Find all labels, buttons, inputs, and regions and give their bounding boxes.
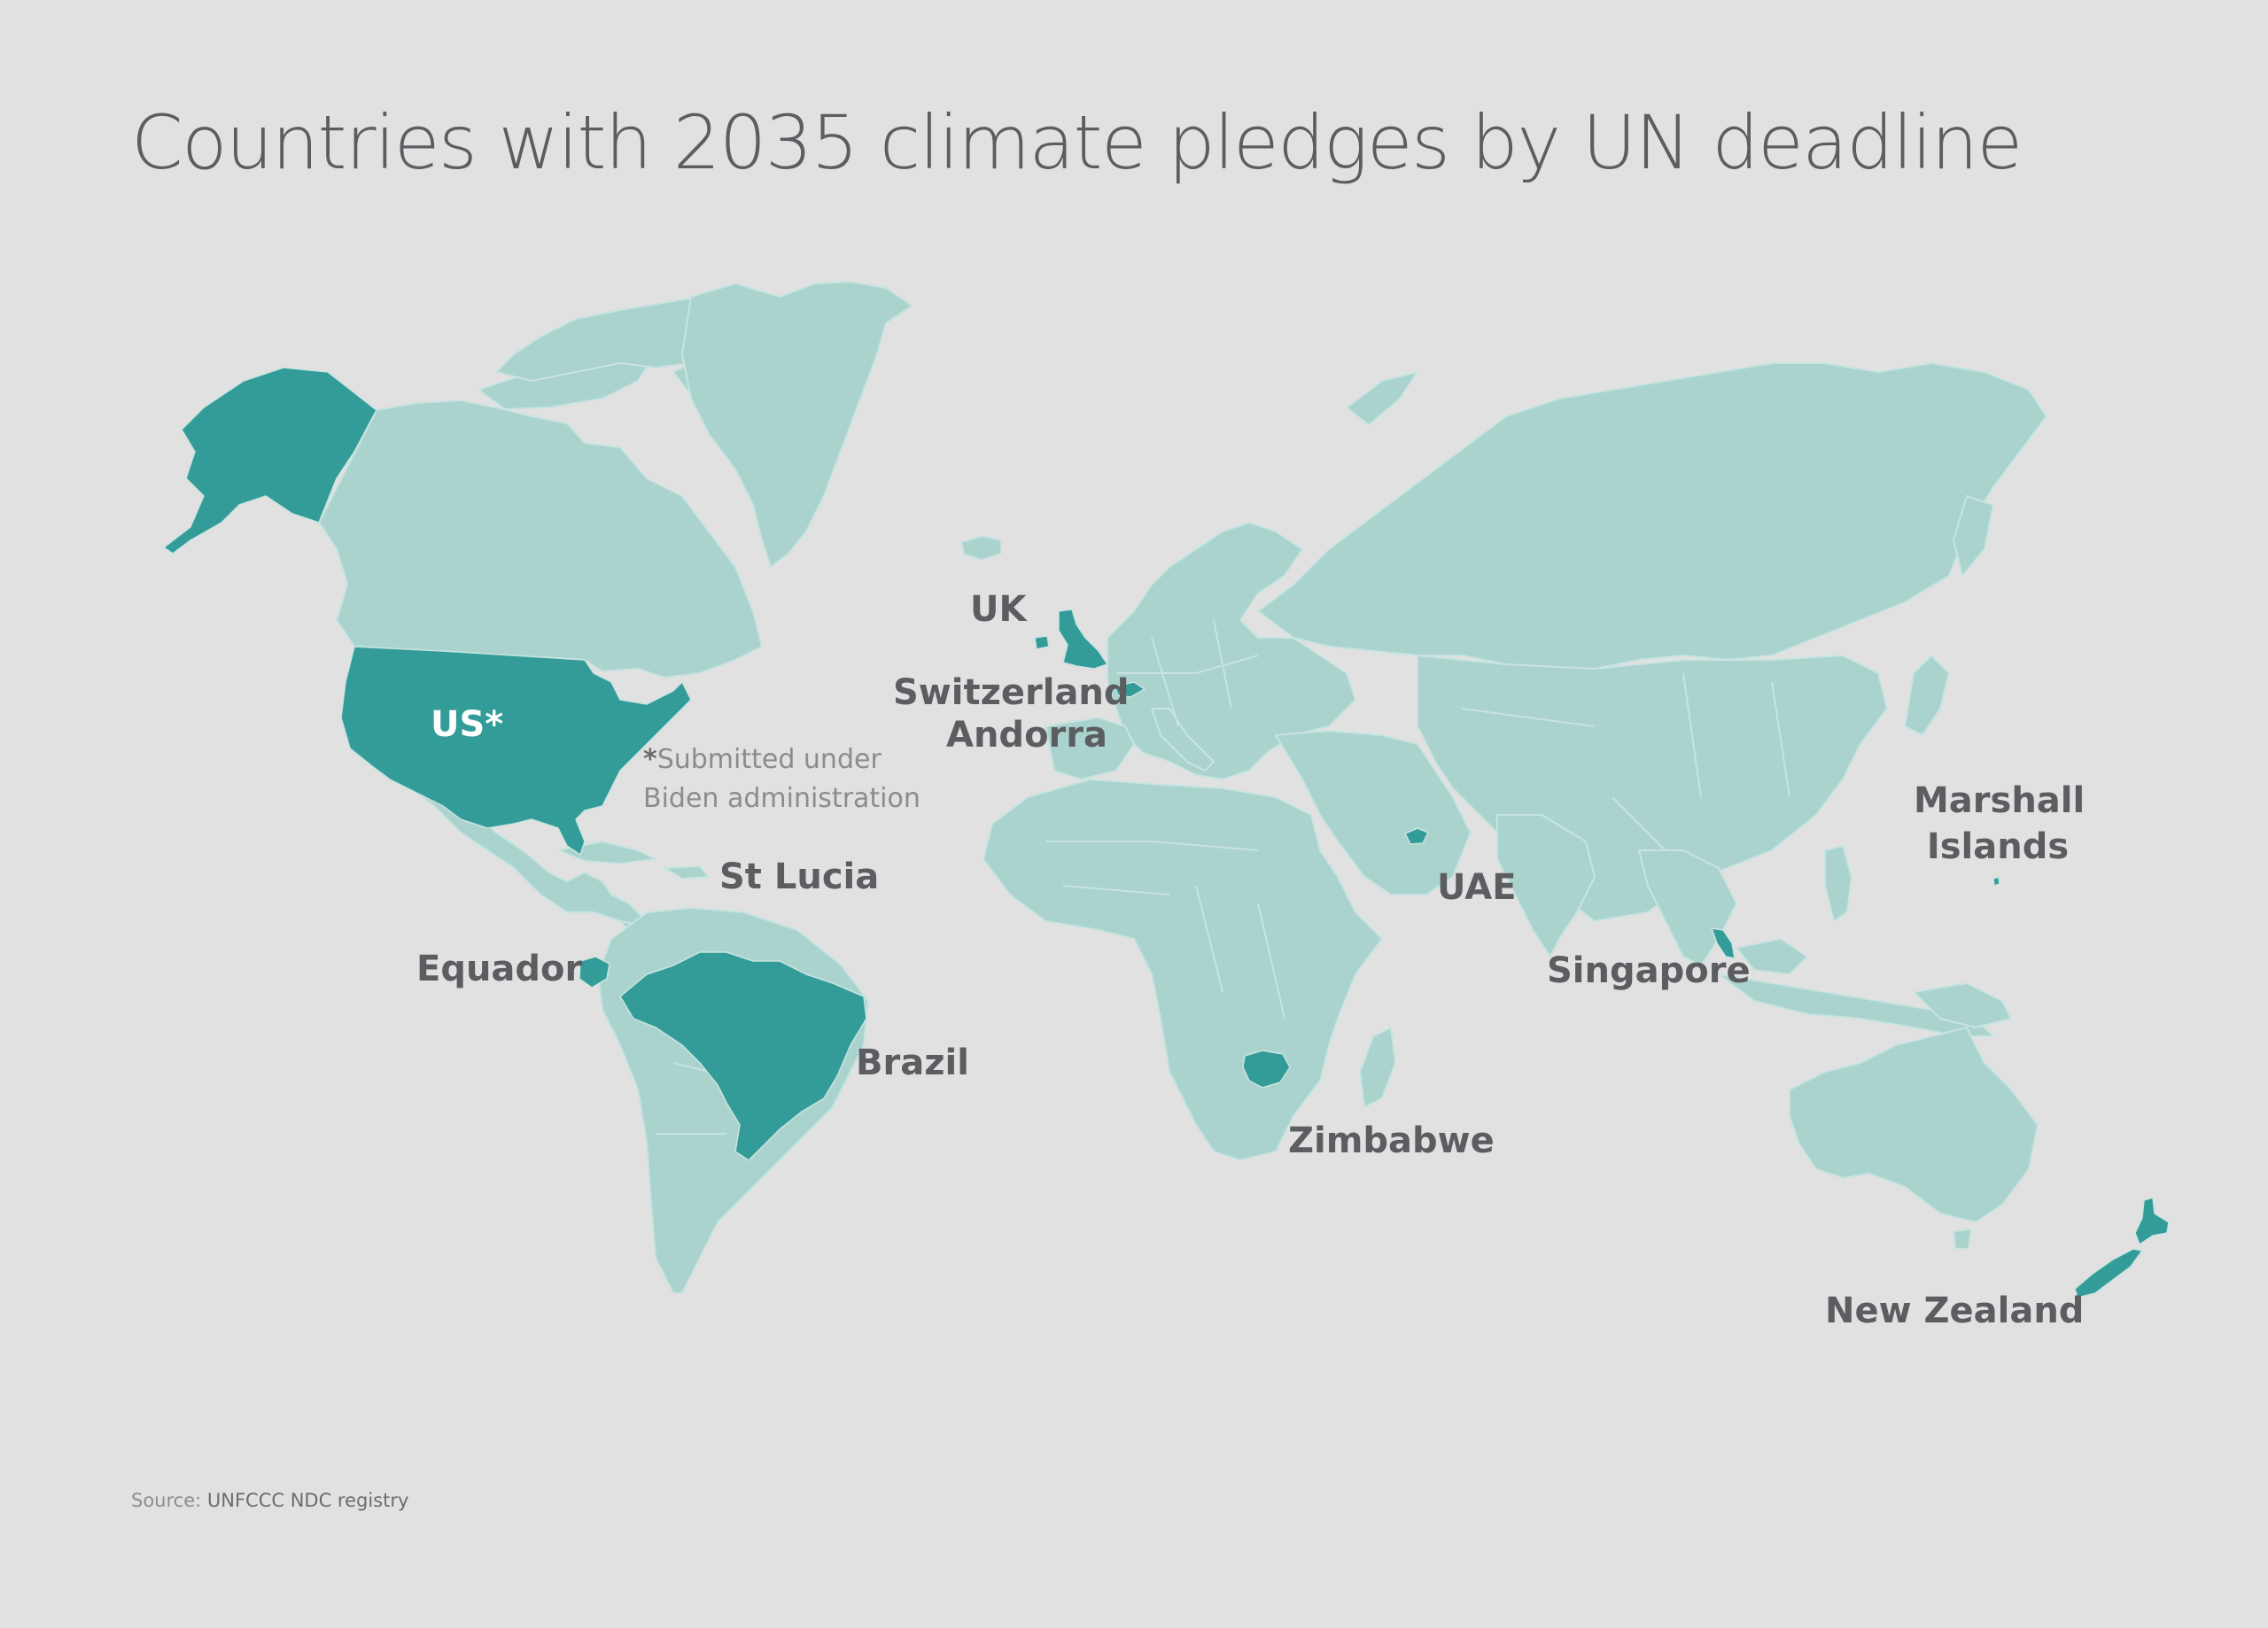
footnote-line2: Biden administration xyxy=(643,783,920,814)
land-australia xyxy=(1789,1027,2039,1223)
pledged-countries xyxy=(163,367,2170,1299)
land-canada xyxy=(318,399,763,678)
source-prefix: Source: xyxy=(131,1490,202,1511)
label-st-lucia: St Lucia xyxy=(719,857,880,897)
label-marshall-islands: Marshall Islands xyxy=(1914,778,2085,870)
land-greenland xyxy=(681,281,913,568)
country-new-zealand-north xyxy=(2134,1197,2170,1245)
land-new-guinea xyxy=(1913,982,2012,1028)
footnote: *Submitted under Biden administration xyxy=(643,740,920,818)
land-india xyxy=(1496,814,1596,957)
country-uae xyxy=(1404,827,1429,845)
country-marshall-islands xyxy=(1992,876,2000,887)
footnote-asterisk: * xyxy=(643,744,657,775)
label-marshall-line1: Marshall xyxy=(1914,780,2085,821)
country-switzerland xyxy=(1114,681,1146,698)
country-uk-ni xyxy=(1034,635,1050,650)
land-italy xyxy=(1151,708,1215,771)
country-equador xyxy=(579,956,610,988)
land-middle-east xyxy=(1275,730,1472,895)
source-note: Source: UNFCCC NDC registry xyxy=(131,1490,408,1511)
country-brazil xyxy=(619,951,867,1161)
country-us-alaska xyxy=(163,367,377,554)
land-philippines xyxy=(1824,845,1852,922)
land-caribbean xyxy=(557,841,710,880)
land-africa xyxy=(983,779,1383,1161)
land-southeast-asia xyxy=(1638,849,1737,966)
label-singapore: Singapore xyxy=(1547,950,1751,991)
source-text: UNFCCC NDC registry xyxy=(201,1490,409,1511)
label-brazil: Brazil xyxy=(856,1043,969,1083)
footnote-line1: Submitted under xyxy=(656,744,882,775)
land-iceland xyxy=(960,535,1002,561)
country-zimbabwe xyxy=(1242,1050,1291,1089)
label-marshall-line2: Islands xyxy=(1926,826,2070,867)
country-new-zealand-south xyxy=(2074,1248,2143,1299)
country-singapore xyxy=(1711,927,1736,959)
page-title: Countries with 2035 climate pledges by U… xyxy=(131,99,2023,186)
land-novaya-zemlya xyxy=(1346,371,1418,426)
label-zimbabwe: Zimbabwe xyxy=(1288,1120,1495,1161)
label-equador: Equador xyxy=(416,949,583,989)
land-madagascar xyxy=(1359,1027,1396,1108)
land-iberia xyxy=(1045,717,1135,780)
land-tasmania xyxy=(1953,1229,1972,1250)
label-uk: UK xyxy=(970,589,1027,630)
label-us: US* xyxy=(431,704,504,745)
land-indonesia xyxy=(1718,938,1994,1037)
label-switzerland: Switzerland xyxy=(893,672,1130,713)
label-new-zealand: New Zealand xyxy=(1825,1291,2085,1331)
label-andorra: Andorra xyxy=(946,715,1107,756)
land-japan xyxy=(1904,655,1950,736)
land-kamchatka xyxy=(1953,495,1994,577)
country-uk xyxy=(1058,609,1108,670)
country-us xyxy=(340,646,692,856)
label-uae: UAE xyxy=(1437,867,1517,908)
